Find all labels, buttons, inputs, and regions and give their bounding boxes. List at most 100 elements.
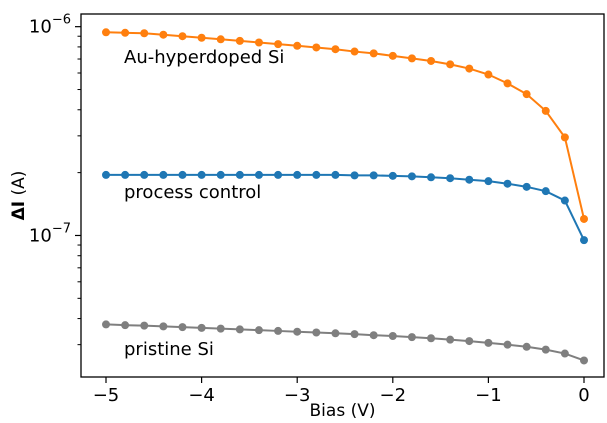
data-point [407,54,416,63]
y-axis: 10−7 10−6 [29,13,81,246]
data-point [121,28,130,37]
data-point [580,356,588,365]
data-point [254,38,263,47]
data-point [254,326,263,335]
data-point [216,170,225,179]
data-point [388,332,397,341]
data-point [407,333,416,342]
data-point [369,331,378,340]
series-pristine-si [102,320,588,365]
data-point [427,56,436,65]
data-point [369,171,378,180]
series-au-hyperdoped-si [102,28,588,223]
data-point [159,30,168,39]
data-point [312,170,321,179]
data-point [580,236,588,245]
data-point [235,325,244,334]
data-point [503,340,512,349]
series-label: pristine Si [124,339,214,360]
data-point [216,35,225,44]
data-point [350,47,359,56]
data-point [197,33,206,42]
x-axis-title: Bias (V) [310,401,376,421]
data-point [427,173,436,182]
data-point [312,43,321,52]
data-point [446,335,455,344]
data-point [484,177,493,186]
data-point [197,170,206,179]
data-point [369,49,378,58]
y-axis-title: ΔI (A) [9,171,29,221]
plot-frame [80,13,605,378]
data-point [388,51,397,60]
data-point [560,196,569,205]
data-point [446,174,455,183]
data-point [216,324,225,333]
x-axis: −5 −4 −3 −2 −1 0 [93,377,590,406]
series-labels: Au-hyperdoped Si process control pristine … [124,47,284,360]
y-tick-label: 10−7 [29,221,71,246]
data-point [350,171,359,180]
data-point [407,172,416,181]
data-point [274,40,283,49]
data-point [140,170,149,179]
data-point [484,70,493,79]
data-point [522,182,531,191]
x-tick-label: −3 [284,385,311,406]
data-point [121,321,130,330]
data-point [121,170,130,179]
y-axis-title-symbol: ΔI [9,201,29,220]
data-point [140,321,149,330]
data-point [178,170,187,179]
x-tick-label: −5 [93,385,120,406]
data-point [197,323,206,332]
data-point [388,171,397,180]
data-point [331,45,340,54]
data-point [235,170,244,179]
data-point [293,170,302,179]
data-point [522,342,531,351]
data-point [331,329,340,338]
x-tick-label: −4 [188,385,215,406]
data-point [331,170,340,179]
data-point [541,345,550,354]
data-point [465,64,474,73]
data-point [178,323,187,332]
data-point [350,330,359,339]
data-point [254,170,263,179]
x-tick-label: −2 [380,385,407,406]
data-point [312,328,321,337]
data-point [293,327,302,336]
data-point [522,90,531,99]
data-point [560,349,569,358]
data-point [484,338,493,347]
y-tick-label: 10−6 [29,13,71,38]
data-point [503,179,512,188]
data-point [274,326,283,335]
data-point [159,322,168,331]
data-point [446,60,455,69]
data-point [140,29,149,38]
data-point [580,214,588,223]
x-tick-label: −1 [475,385,502,406]
data-point [274,170,283,179]
y-axis-title-unit: (A) [9,171,29,201]
data-point [465,175,474,184]
data-point [178,32,187,41]
data-point [159,170,168,179]
series-process-control [102,170,588,245]
data-point [235,36,244,45]
data-point [102,320,110,329]
x-tick-label: 0 [578,385,589,406]
data-point [503,79,512,88]
data-point [465,337,474,346]
data-point [293,41,302,50]
data-point [102,28,110,37]
data-point [560,133,569,142]
data-point [102,170,110,179]
series-label: Au-hyperdoped Si [124,47,284,68]
data-point [427,334,436,343]
data-point [541,106,550,115]
series-layer [102,28,588,365]
